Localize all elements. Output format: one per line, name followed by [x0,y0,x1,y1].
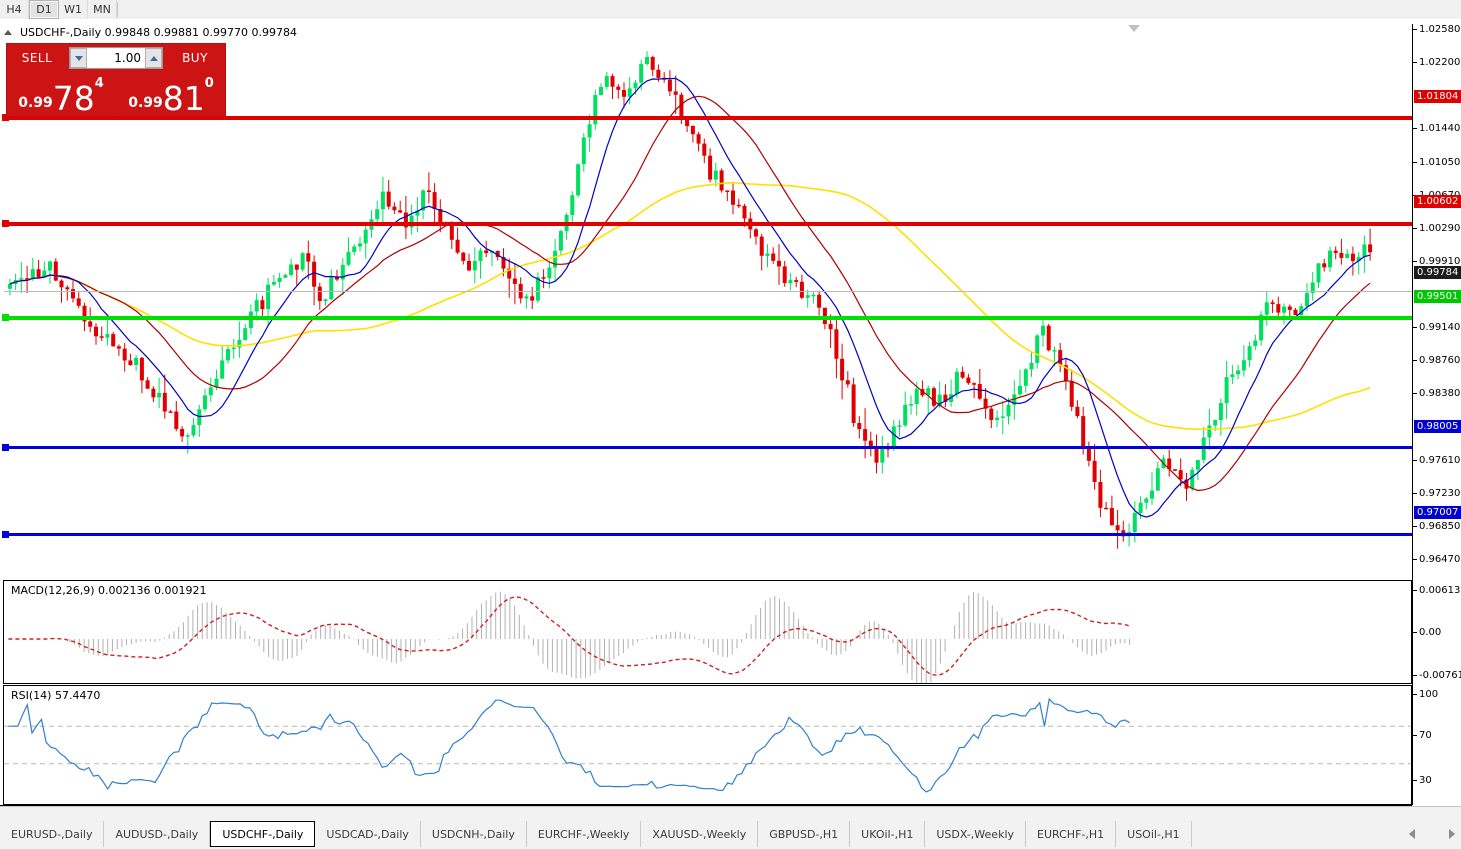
price-level-label-resistance_2[interactable]: 1.00602 [1414,194,1461,208]
price-tick: 1.00290 [1413,223,1461,234]
rsi-tick: 70 [1413,730,1461,741]
rsi-plot [4,697,1411,793]
price-level-label-support_green[interactable]: 0.99501 [1414,290,1461,304]
level-handle-resistance-2[interactable] [2,220,9,227]
chart-tab-eurchf--h1[interactable]: EURCHF-,H1 [1026,821,1117,847]
ask-price-prefix: 0.99 [128,95,163,111]
level-line-last-price [4,291,1412,292]
macd-tick: 0.00 [1413,627,1461,638]
scroll-marker-icon[interactable] [1128,25,1140,32]
price-level-label-resistance_1[interactable]: 1.01804 [1414,90,1461,104]
level-handle-support-blue-1[interactable] [2,444,9,451]
macd-pane[interactable]: MACD(12,26,9) 0.002136 0.001921 [3,580,1412,684]
price-tick: 0.98380 [1413,388,1461,399]
timeframe-w1[interactable]: W1 [59,0,88,19]
rsi-tick: 100 [1413,689,1461,700]
rsi-label: RSI(14) 57.4470 [9,689,103,702]
chart-tab-usdcnh--daily[interactable]: USDCNH-,Daily [421,821,527,847]
chart-tab-usoil--h1[interactable]: USOil-,H1 [1116,821,1192,847]
price-tick: 0.99140 [1413,322,1461,333]
chart-tab-usdx--weekly[interactable]: USDX-,Weekly [925,821,1027,847]
buy-button[interactable]: BUY [182,51,208,65]
level-handle-resistance-1[interactable] [2,114,9,121]
chart-tab-usdchf--daily[interactable]: USDCHF-,Daily [210,821,316,847]
volume-input[interactable]: 1.00 [114,51,141,65]
bid-quote[interactable]: 0.99 78 4 [7,72,115,117]
price-tick: 1.01050 [1413,157,1461,168]
chart-tab-audusd--daily[interactable]: AUDUSD-,Daily [104,821,211,847]
toolbar-separator [117,2,118,17]
rsi-tick: 30 [1413,775,1461,786]
price-tick: 1.01440 [1413,123,1461,134]
price-tick: 0.96850 [1413,521,1461,532]
price-tick: 1.02580 [1413,24,1461,35]
volume-decrement-button[interactable] [70,48,87,68]
level-handle-support-green[interactable] [2,314,9,321]
chart-tabs: EURUSD-,Daily AUDUSD-,Daily USDCHF-,Daily U… [0,821,1192,847]
level-line-resistance-2[interactable] [4,222,1412,226]
collapse-triangle-icon[interactable] [4,29,12,35]
rsi-pane[interactable]: RSI(14) 57.4470 [3,685,1412,805]
price-tick: 0.97610 [1413,455,1461,466]
volume-increment-button[interactable] [145,48,162,68]
level-line-resistance-1[interactable] [4,116,1412,120]
volume-stepper[interactable]: 1.00 [69,47,163,69]
macd-tick: 0.00613 [1413,585,1461,596]
chevron-down-icon [74,55,83,61]
price-tick: 0.96470 [1413,554,1461,565]
timeframe-d1[interactable]: D1 [29,0,59,19]
candlestick-plot [7,51,1373,549]
price-level-label-current_price[interactable]: 0.99784 [1414,265,1461,279]
sell-button[interactable]: SELL [21,51,53,65]
scroll-right-icon[interactable] [1449,829,1455,839]
ask-price-fraction: 0 [204,76,214,91]
chart-window[interactable]: USDCHF-,Daily 0.99848 0.99881 0.99770 0.… [0,19,1461,825]
chart-tab-gbpusd--h1[interactable]: GBPUSD-,H1 [758,821,851,847]
trade-panel-top-row: SELL 1.00 BUY [7,44,225,72]
price-tick: 0.99910 [1413,256,1461,267]
timeframe-mn[interactable]: MN [88,0,117,19]
chart-tabs-bar: EURUSD-,Daily AUDUSD-,Daily USDCHF-,Daily U… [0,806,1461,849]
chart-tab-xauusd--weekly[interactable]: XAUUSD-,Weekly [641,821,759,847]
level-line-support-blue-1[interactable] [4,446,1412,449]
price-level-label-support_blue_1[interactable]: 0.98005 [1414,419,1461,433]
chart-tab-ukoil--h1[interactable]: UKOil-,H1 [850,821,926,847]
chart-symbol-header: USDCHF-,Daily 0.99848 0.99881 0.99770 0.… [4,25,297,39]
chevron-up-icon [149,55,158,61]
one-click-trading-panel[interactable]: SELL 1.00 BUY 0.99 78 4 0.99 81 0 [6,43,226,117]
price-level-label-support_blue_2[interactable]: 0.97007 [1414,506,1461,520]
price-tick: 0.97230 [1413,488,1461,499]
level-line-support-blue-2[interactable] [4,533,1412,536]
scroll-left-icon[interactable] [1409,829,1415,839]
timeframe-toolbar: H4 D1 W1 MN [0,0,1461,20]
tabs-scroll-controls[interactable] [1409,825,1455,843]
level-handle-support-blue-2[interactable] [2,531,9,538]
bid-price-prefix: 0.99 [18,95,53,111]
price-scale[interactable]: 1.006701.025801.022001.014401.010501.002… [1412,24,1461,821]
ask-price-main: 81 [162,79,205,118]
timeframe-h4[interactable]: H4 [0,0,29,19]
price-tick: 1.02200 [1413,57,1461,68]
macd-tick: -0.0076121 [1413,670,1461,681]
trade-panel-quotes: 0.99 78 4 0.99 81 0 [7,72,225,117]
macd-plot [8,591,1131,683]
level-line-support-green[interactable] [4,316,1412,320]
bid-price-main: 78 [52,79,95,118]
price-tick: 0.98760 [1413,355,1461,366]
chart-tab-eurchf--weekly[interactable]: EURCHF-,Weekly [527,821,642,847]
chart-tab-usdcad--daily[interactable]: USDCAD-,Daily [315,821,421,847]
symbol-ohlc-label: USDCHF-,Daily 0.99848 0.99881 0.99770 0.… [20,25,298,39]
ask-quote[interactable]: 0.99 81 0 [115,72,225,117]
bid-price-fraction: 4 [94,76,104,91]
macd-label: MACD(12,26,9) 0.002136 0.001921 [9,584,209,597]
chart-tab-eurusd--daily[interactable]: EURUSD-,Daily [0,821,105,847]
